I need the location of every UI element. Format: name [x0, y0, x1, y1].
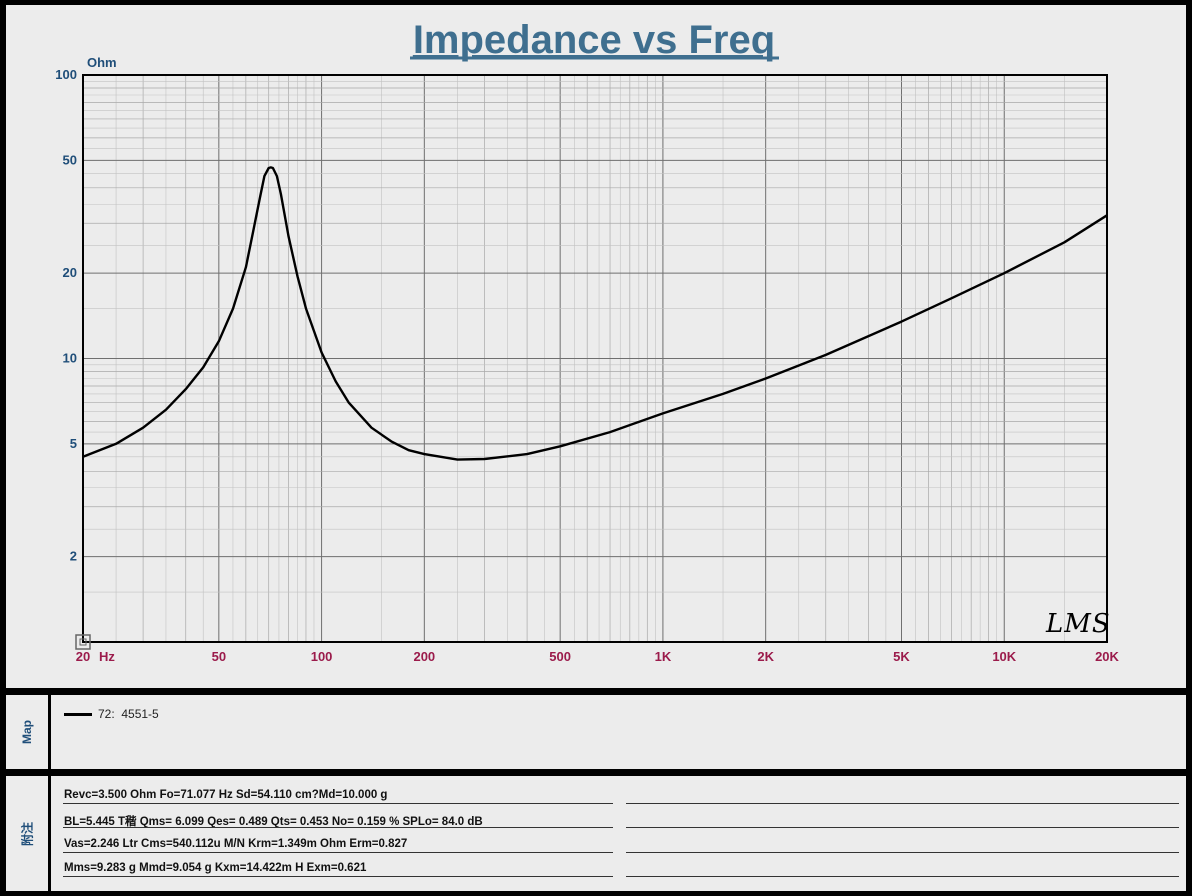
note-rule-left-1 — [63, 803, 613, 804]
map-panel: Map 72: 4551-5 — [6, 695, 1186, 769]
legend-entry[interactable]: 72: 4551-5 — [64, 707, 159, 721]
series-layer — [82, 166, 1108, 461]
notes-label: 附注 — [20, 821, 35, 846]
notes-label-cell: 附注 — [6, 776, 51, 891]
note-line-2: BL=5.445 T稭 Qms= 6.099 Qes= 0.489 Qts= 0… — [64, 816, 483, 828]
note-rule-left-2 — [63, 827, 613, 828]
note-line-1: Revc=3.500 Ohm Fo=71.077 Hz Sd=54.110 cm… — [64, 789, 388, 801]
x-tick-label: 500 — [549, 649, 571, 664]
y-tick-label: 10 — [63, 351, 77, 366]
x-tick-label: 200 — [413, 649, 435, 664]
legend-swatch — [64, 712, 92, 716]
x-tick-label: 20 — [76, 649, 90, 664]
impedance-curve — [82, 166, 1108, 461]
lms-watermark: LMS — [1045, 609, 1111, 639]
y-tick-label: 20 — [63, 265, 77, 280]
x-tick-label: 20K — [1095, 649, 1119, 664]
map-label: Map — [20, 720, 34, 744]
x-tick-label: 10K — [992, 649, 1016, 664]
legend-entry-label: 72: 4551-5 — [98, 707, 159, 721]
x-tick-label: 1K — [655, 649, 672, 664]
impedance-chart: Impedance vs Freq Ohm 2 5 10 20 50 100 20 50 100… — [55, 18, 1119, 664]
chart-panel: Impedance vs Freq Ohm 2 5 10 20 50 100 20 50 100… — [6, 5, 1186, 688]
note-rule-right-3 — [626, 852, 1179, 853]
plot-frame — [82, 74, 1108, 643]
x-tick-label: 100 — [311, 649, 333, 664]
y-axis-label: Ohm — [87, 55, 117, 70]
note-line-4: Mms=9.283 g Mmd=9.054 g Kxm=14.422m H Ex… — [64, 862, 367, 874]
note-line-3: Vas=2.246 Ltr Cms=540.112u M/N Krm=1.349… — [64, 838, 408, 850]
chart-title: Impedance vs Freq — [413, 18, 775, 62]
y-tick-label: 100 — [55, 67, 77, 82]
note-rule-right-2 — [626, 827, 1179, 828]
x-tick-label: 5K — [893, 649, 910, 664]
note-rule-right-4 — [626, 876, 1179, 877]
grid — [83, 75, 1107, 642]
note-rule-left-3 — [63, 852, 613, 853]
x-axis-unit-label: Hz — [99, 649, 115, 664]
x-tick-label: 50 — [212, 649, 226, 664]
x-tick-label: 2K — [757, 649, 774, 664]
corner-marker-icon — [75, 634, 91, 650]
y-tick-label: 50 — [63, 152, 77, 167]
y-tick-label: 5 — [70, 436, 77, 451]
tick-labels: 2 5 10 20 50 100 20 50 100 200 500 1K 2K 5K 10K 20K Hz — [55, 67, 1119, 664]
note-rule-left-4 — [63, 876, 613, 877]
notes-panel: 附注 Revc=3.500 Ohm Fo=71.077 Hz Sd=54.110… — [6, 776, 1186, 891]
map-label-cell: Map — [6, 695, 51, 769]
note-rule-right-1 — [626, 803, 1179, 804]
y-tick-label: 2 — [70, 549, 77, 564]
